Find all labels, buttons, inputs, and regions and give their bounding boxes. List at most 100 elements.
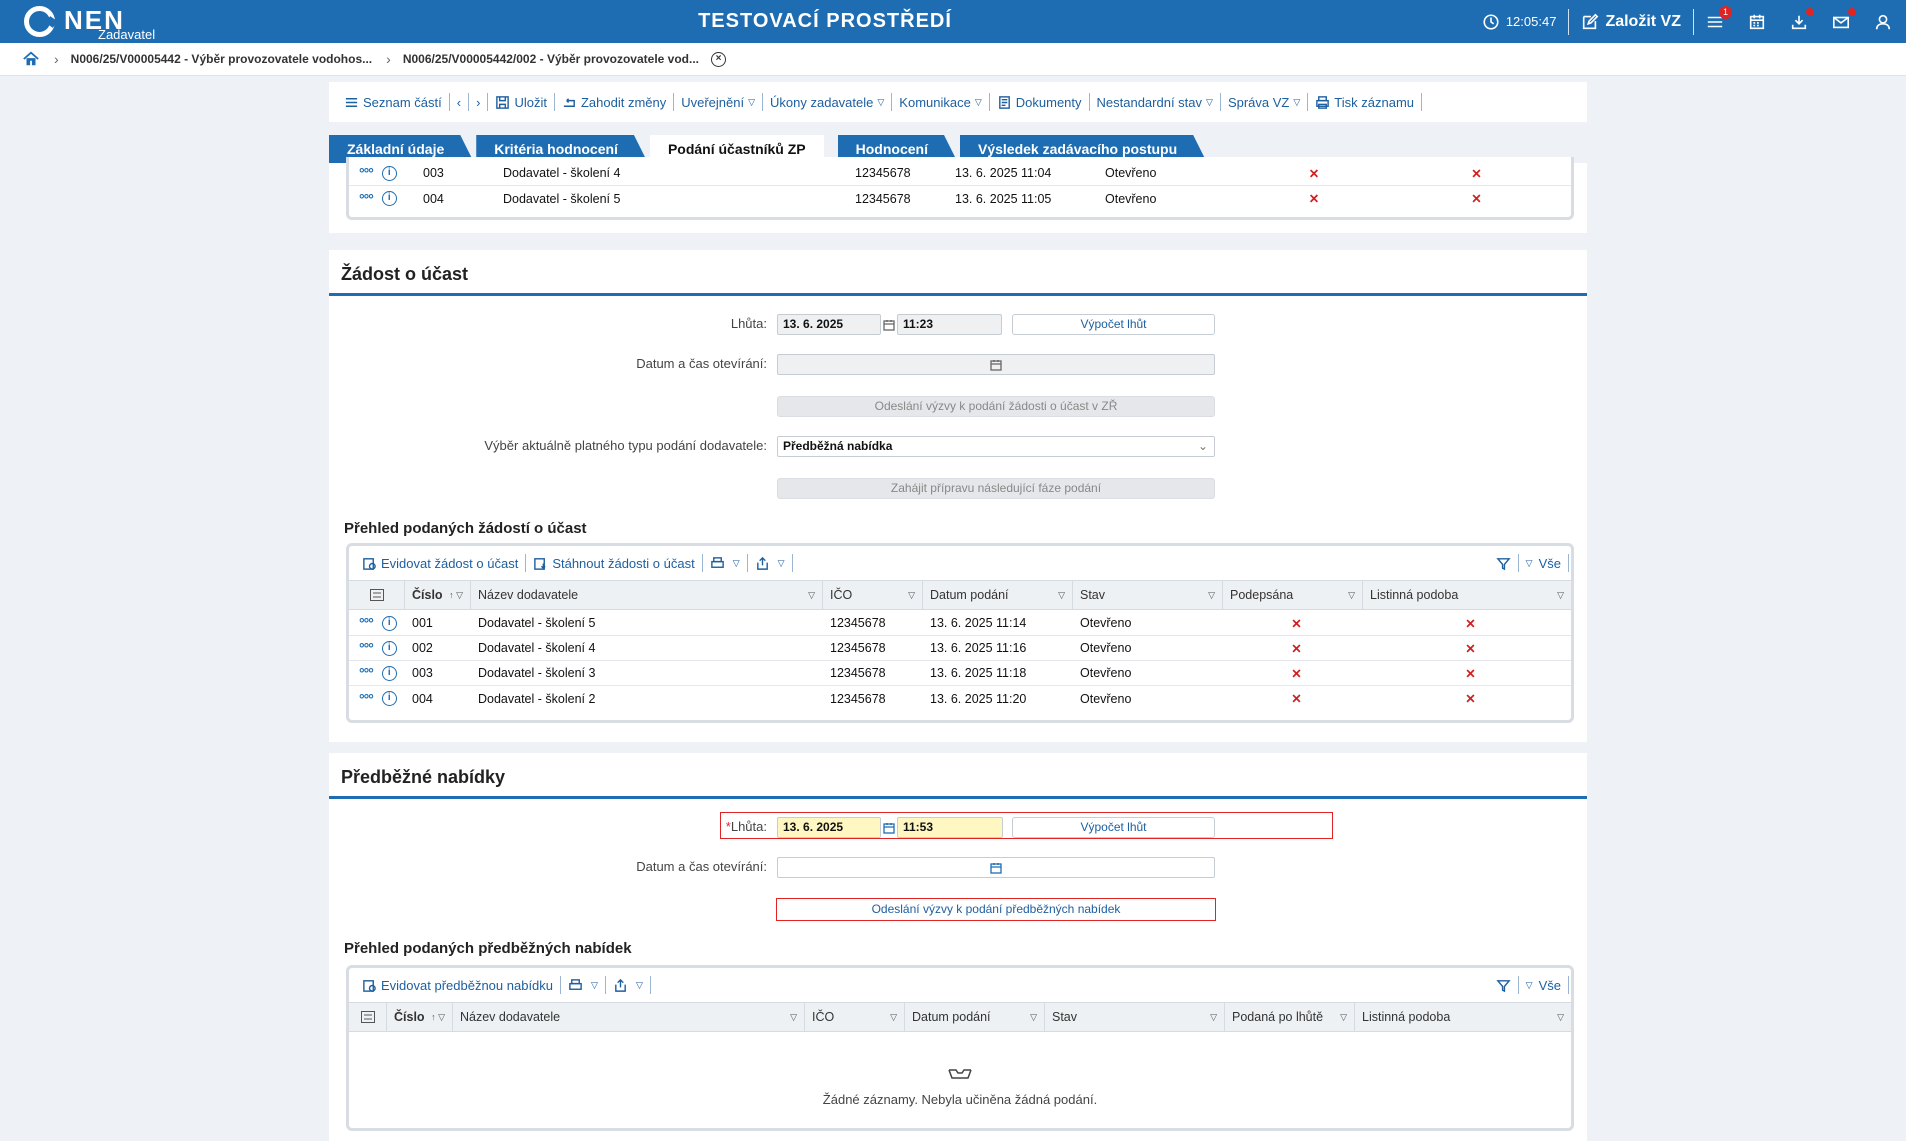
- filter-button[interactable]: [1489, 554, 1519, 572]
- column-label: IČO: [830, 588, 853, 602]
- calendar-button[interactable]: [1736, 0, 1778, 43]
- discard-changes-button[interactable]: Zahodit změny: [555, 93, 675, 111]
- column-header-paper[interactable]: Listinná podoba ▽: [1355, 1003, 1571, 1031]
- grid-export-dropdown[interactable]: ▽: [606, 976, 651, 994]
- calendar-icon[interactable]: [990, 359, 1002, 371]
- create-vz-label: Založit VZ: [1605, 12, 1681, 30]
- publish-dropdown[interactable]: Uveřejnění ▽: [674, 93, 764, 111]
- grid-export-dropdown[interactable]: ▽: [748, 554, 793, 572]
- info-icon[interactable]: i: [381, 640, 397, 656]
- register-request-button[interactable]: Evidovat žádost o účast: [355, 554, 527, 572]
- info-icon[interactable]: i: [381, 615, 397, 631]
- caret-down-icon: ▽: [877, 96, 885, 107]
- column-header-ico[interactable]: IČO ▽: [823, 581, 923, 609]
- actions-dropdown[interactable]: Úkony zadavatele ▽: [763, 93, 893, 111]
- info-icon[interactable]: i: [381, 191, 397, 206]
- compute-deadline-button[interactable]: Výpočet lhůt: [1012, 314, 1215, 335]
- download-requests-button[interactable]: Stáhnout žádosti o účast: [526, 554, 703, 572]
- more-options-icon[interactable]: °°°: [359, 690, 374, 707]
- download-button[interactable]: [1778, 0, 1820, 43]
- info-icon[interactable]: i: [381, 165, 397, 181]
- column-header-ico[interactable]: IČO ▽: [805, 1003, 905, 1031]
- more-options-icon[interactable]: °°°: [359, 165, 374, 181]
- cross-icon: ✕: [1465, 692, 1476, 706]
- save-button[interactable]: Uložit: [488, 93, 555, 111]
- column-settings-button[interactable]: [349, 1003, 387, 1031]
- column-header-state[interactable]: Stav ▽: [1073, 581, 1223, 609]
- column-header-state[interactable]: Stav ▽: [1045, 1003, 1225, 1031]
- table-row[interactable]: °°° i 001 Dodavatel - školení 5 12345678 …: [349, 611, 1571, 636]
- more-options-icon[interactable]: °°°: [359, 665, 374, 681]
- deadline-time-input[interactable]: 11:53: [897, 817, 1003, 838]
- start-next-phase-button[interactable]: Zahájit přípravu následující fáze podání: [777, 478, 1215, 499]
- register-preliminary-button[interactable]: Evidovat předběžnou nabídku: [355, 976, 562, 994]
- messages-button[interactable]: [1820, 0, 1862, 43]
- more-options-icon[interactable]: °°°: [359, 640, 374, 656]
- column-header-late[interactable]: Podaná po lhůtě ▽: [1225, 1003, 1355, 1031]
- column-header-date[interactable]: Datum podání ▽: [923, 581, 1073, 609]
- table-row[interactable]: °°° i 002 Dodavatel - školení 4 12345678 …: [349, 636, 1571, 661]
- more-options-icon[interactable]: °°°: [359, 615, 374, 631]
- calendar-icon[interactable]: [883, 822, 895, 834]
- nen-logo[interactable]: NEN: [24, 6, 125, 37]
- required-star-icon: *: [725, 819, 731, 834]
- column-header-supplier[interactable]: Název dodavatele ▽: [471, 581, 823, 609]
- admin-vz-dropdown[interactable]: Správa VZ ▽: [1221, 93, 1309, 111]
- info-icon[interactable]: i: [381, 665, 397, 681]
- info-icon[interactable]: i: [381, 691, 397, 706]
- communication-dropdown[interactable]: Komunikace ▽: [892, 93, 990, 111]
- submission-type-label: Výběr aktuálně platného typu podání doda…: [484, 438, 767, 453]
- nonstandard-state-dropdown[interactable]: Nestandardní stav ▽: [1090, 93, 1221, 111]
- documents-button[interactable]: Dokumenty: [990, 93, 1090, 111]
- table-row[interactable]: °°° i 004 Dodavatel - školení 5 12345678 …: [349, 186, 1571, 211]
- menu-button[interactable]: 1: [1694, 0, 1736, 43]
- table-row[interactable]: °°° i 003 Dodavatel - školení 4 12345678 …: [349, 161, 1571, 186]
- table-row[interactable]: °°° i 004 Dodavatel - školení 2 12345678 …: [349, 686, 1571, 711]
- home-icon[interactable]: [22, 50, 40, 68]
- filter-all-dropdown[interactable]: ▽ Vše: [1519, 976, 1569, 994]
- submission-type-select[interactable]: Předběžná nabídka ⌄: [777, 436, 1215, 457]
- user-button[interactable]: [1862, 0, 1906, 43]
- column-settings-button[interactable]: [349, 581, 405, 609]
- column-header-paper[interactable]: Listinná podoba ▽: [1363, 581, 1571, 609]
- more-options-icon[interactable]: °°°: [359, 190, 374, 207]
- close-breadcrumb-icon[interactable]: ×: [711, 51, 726, 67]
- filter-all-dropdown[interactable]: ▽ Vše: [1519, 554, 1569, 572]
- table-row[interactable]: °°° i 003 Dodavatel - školení 3 12345678 …: [349, 661, 1571, 686]
- column-header-supplier[interactable]: Název dodavatele ▽: [453, 1003, 805, 1031]
- next-record-button[interactable]: ›: [469, 93, 489, 111]
- create-vz-button[interactable]: Založit VZ: [1569, 0, 1693, 43]
- column-header-number[interactable]: Číslo ↑ ▽: [387, 1003, 453, 1031]
- column-header-date[interactable]: Datum podání ▽: [905, 1003, 1045, 1031]
- parts-list-label: Seznam částí: [363, 94, 442, 110]
- breadcrumb-item-parent[interactable]: N006/25/V00005442 - Výběr provozovatele …: [70, 52, 373, 66]
- grid-print-dropdown[interactable]: ▽: [703, 554, 748, 572]
- calendar-icon[interactable]: [990, 862, 1002, 874]
- logo-ring-icon: [24, 6, 55, 37]
- prev-record-button[interactable]: ‹: [450, 93, 470, 111]
- filter-button[interactable]: [1489, 976, 1519, 994]
- cell-state: Otevřeno: [1105, 191, 1157, 206]
- calendar-icon[interactable]: [883, 319, 895, 331]
- cell-date: 13. 6. 2025 11:05: [955, 191, 1052, 206]
- column-header-signed[interactable]: Podepsána ▽: [1223, 581, 1363, 609]
- grid-print-dropdown[interactable]: ▽: [561, 976, 606, 994]
- cell-number: 001: [412, 616, 433, 630]
- deadline-time-input[interactable]: 11:23: [897, 314, 1002, 335]
- grid-header: Číslo ↑ ▽ Název dodavatele ▽ IČO ▽ Datum po…: [349, 580, 1571, 610]
- send-preliminary-invitation-button[interactable]: Odeslání výzvy k podání předběžných nabí…: [776, 898, 1216, 921]
- deadline-date-input[interactable]: 13. 6. 2025: [777, 817, 881, 838]
- breadcrumb-item-current[interactable]: N006/25/V00005442/002 - Výběr provozovat…: [402, 52, 699, 66]
- cell-state: Otevřeno: [1105, 166, 1157, 180]
- compute-deadline-button[interactable]: Výpočet lhůt: [1012, 817, 1215, 838]
- send-request-invitation-button[interactable]: Odeslání výzvy k podání žádosti o účast …: [777, 396, 1215, 417]
- parts-list-button[interactable]: Seznam částí: [337, 93, 450, 111]
- deadline-date-input[interactable]: 13. 6. 2025: [777, 314, 881, 335]
- environment-title: TESTOVACÍ PROSTŘEDÍ: [698, 10, 952, 32]
- print-record-button[interactable]: Tisk záznamu: [1308, 93, 1423, 111]
- save-label: Uložit: [514, 94, 547, 110]
- column-header-number[interactable]: Číslo ↑ ▽: [405, 581, 471, 609]
- column-label: Datum podání: [930, 588, 1009, 602]
- print-label: Tisk záznamu: [1334, 94, 1415, 110]
- cell-number: 003: [423, 166, 444, 180]
